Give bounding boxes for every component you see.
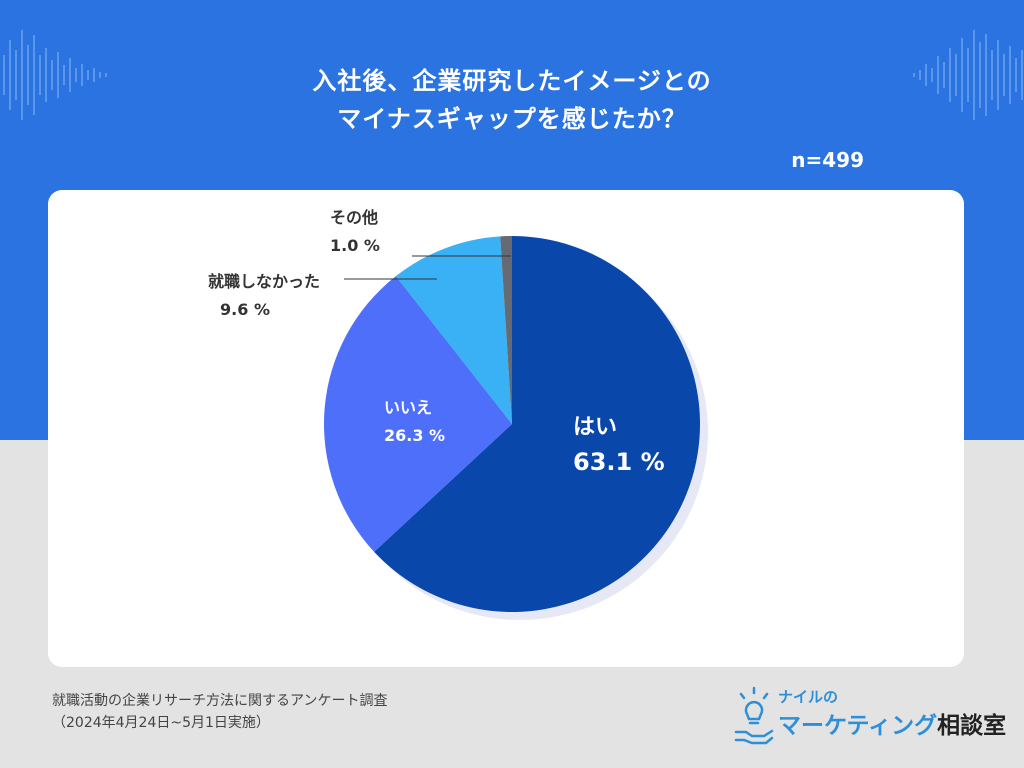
- survey-period: （2024年4月24日~5月1日実施）: [52, 715, 270, 731]
- logo-consultation: 相談室: [937, 713, 1007, 739]
- slice-label-other: その他 1.0 %: [330, 204, 380, 260]
- logo-line-2: マーケティング相談室: [778, 706, 1006, 740]
- slice-not-employed-value: 9.6 %: [220, 300, 270, 319]
- slice-label-yes: はい 63.1 %: [573, 414, 665, 476]
- pie-slice-other: [500, 236, 512, 424]
- slice-label-no: いいえ 26.3 %: [384, 394, 445, 450]
- chart-card: はい 63.1 % いいえ 26.3 % 就職しなかった 9.6 % その他 1…: [48, 190, 964, 667]
- pie-slice-not-employed: [395, 236, 512, 424]
- sample-size: n=499: [791, 148, 864, 172]
- pie-slice-yes: [374, 236, 700, 612]
- sound-wave-right-icon: [913, 30, 1023, 120]
- slice-yes-name: はい: [573, 415, 618, 440]
- slice-other-value: 1.0 %: [330, 236, 380, 255]
- brand-logo: ナイルの マーケティング相談室: [734, 684, 1006, 748]
- survey-name: 就職活動の企業リサーチ方法に関するアンケート調査: [52, 693, 388, 709]
- slice-yes-value: 63.1 %: [573, 448, 665, 476]
- title-line-2: マイナスギャップを感じたか？: [337, 105, 687, 133]
- slice-not-employed-name: 就職しなかった: [207, 272, 320, 291]
- pie-slice-no: [324, 276, 512, 552]
- slice-no-name: いいえ: [384, 398, 433, 417]
- logo-marketing: マーケティング: [778, 713, 938, 739]
- chart-title: 入社後、企業研究したイメージとの マイナスギャップを感じたか？: [0, 62, 1024, 138]
- slice-no-value: 26.3 %: [384, 426, 446, 445]
- slice-label-not-employed: 就職しなかった 9.6 %: [170, 268, 320, 324]
- pie-chart: [324, 236, 708, 620]
- sound-wave-left-icon: [3, 30, 107, 120]
- survey-note: 就職活動の企業リサーチ方法に関するアンケート調査 （2024年4月24日~5月1…: [52, 690, 387, 734]
- logo-line-1: ナイルの: [778, 688, 839, 706]
- slice-other-name: その他: [330, 208, 379, 227]
- lightbulb-hand-icon: [734, 686, 774, 745]
- title-line-1: 入社後、企業研究したイメージとの: [312, 67, 712, 95]
